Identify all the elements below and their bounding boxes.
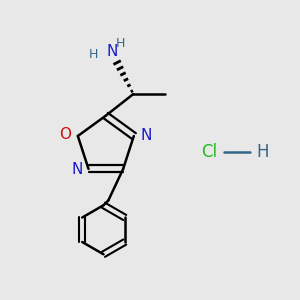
Text: H: H <box>256 143 269 161</box>
Text: H: H <box>88 48 98 61</box>
Text: O: O <box>59 127 71 142</box>
Text: Cl: Cl <box>201 143 217 161</box>
Text: N: N <box>141 128 152 142</box>
Text: H: H <box>116 37 125 50</box>
Text: N: N <box>71 162 82 177</box>
Text: N: N <box>106 44 117 59</box>
